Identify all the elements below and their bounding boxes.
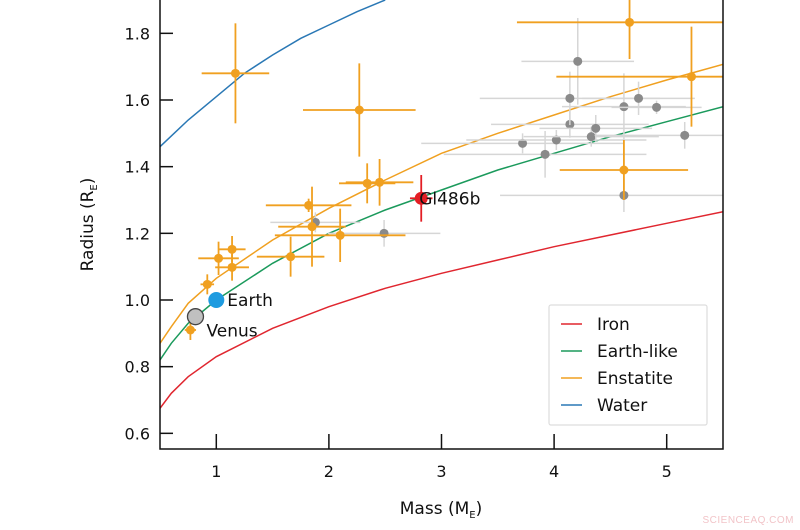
gray-planet-point [327,220,441,247]
labeled-point-marker [186,308,205,326]
x-tick-label: 4 [549,462,559,481]
point-label: Earth [227,291,273,311]
labeled-point-venus: Venus [186,308,258,342]
gray-planet-point [594,122,723,149]
gray-planet-marker [518,138,528,148]
y-tick-label: 1.4 [125,158,150,177]
gray-planet-marker [591,123,601,133]
gray-planet-marker [379,228,389,238]
x-axis-label-part: E [469,510,475,521]
gray-planet-marker [586,132,596,142]
orange-planet-marker [227,244,237,254]
orange-planet-point [265,198,352,212]
gray-planet-marker [652,102,662,112]
orange-planet-point [256,236,325,277]
legend-label: Earth-like [597,342,678,362]
labeled-point-earth: Earth [208,291,273,311]
orange-planet-marker [362,178,372,188]
gray-planet-point [443,131,647,178]
orange-planet-point [200,274,215,295]
gray-planet-point [611,100,702,114]
x-tick-label: 2 [324,462,334,481]
legend-label: Iron [597,315,630,335]
y-axis-label-part: E [89,184,100,190]
x-axis-label: Mass (ME) [400,499,482,521]
y-tick-label: 0.8 [125,358,150,377]
y-axis-label-part: ) [78,178,98,185]
orange-planet-marker [354,105,364,115]
orange-planet-marker [686,72,696,82]
y-axis-label-part: Radius (R [78,190,98,271]
x-tick-label: 3 [436,462,446,481]
orange-planet-point [278,186,346,267]
x-axis-label-part: ) [476,499,483,519]
orange-planet-point [339,163,396,204]
gray-planet-point [521,18,635,105]
orange-planet-marker [185,325,195,335]
x-axis-label-part: Mass (M [400,499,470,519]
orange-planet-marker [304,200,314,210]
orange-planet-point [516,0,723,59]
point-label: Venus [206,322,257,342]
y-tick-label: 1.8 [125,24,150,43]
y-axis-label: Radius (RE) [78,178,100,272]
orange-planet-point [201,23,270,124]
gray-planet-point [539,115,653,142]
gray-planet-marker [551,135,561,145]
model-curve-water [160,0,386,148]
legend-box [548,304,708,426]
orange-planet-point [215,254,249,281]
gray-planet-point [582,81,695,115]
model-curve-iron [160,210,723,409]
y-tick-label: 1.2 [125,224,150,243]
orange-planet-marker [375,177,385,187]
orange-planet-marker [307,222,317,232]
gray-planet-point [523,126,659,147]
orange-planet-point [303,63,416,157]
orange-planet-marker [214,253,224,263]
orange-planet-marker [625,17,635,27]
orange-planet-marker [230,68,240,78]
model-curve-enstatite [160,63,723,344]
watermark: SCIENCEAQ.COM [702,515,794,526]
gray-planet-marker [634,93,644,103]
gray-planet-point [466,130,647,150]
orange-planet-marker [286,252,296,262]
gray-planet-point [421,133,624,154]
y-tick-label: 1.0 [125,291,150,310]
orange-planet-marker [335,230,345,240]
gray-planet-marker [680,130,690,140]
y-tick-label: 1.6 [125,91,150,110]
orange-planet-point [274,208,406,262]
labeled-point-marker [208,292,225,308]
x-tick-label: 5 [662,462,672,481]
gray-planet-marker [573,56,583,66]
orange-planet-point [559,140,689,200]
orange-planet-point [556,26,723,127]
x-tick-label: 1 [211,462,221,481]
legend-label: Water [597,396,647,416]
y-tick-label: 0.6 [125,424,150,443]
gray-planet-marker [565,93,575,103]
orange-planet-marker [227,262,237,272]
orange-planet-marker [619,165,629,175]
point-label: Gl486b [419,189,480,209]
orange-planet-point [345,159,414,206]
gray-planet-marker [540,149,550,159]
labeled-point-gl486b: Gl486b [409,175,480,222]
labeled-point-marker [414,191,428,205]
orange-planet-marker [202,279,212,289]
legend-label: Enstatite [597,369,673,389]
